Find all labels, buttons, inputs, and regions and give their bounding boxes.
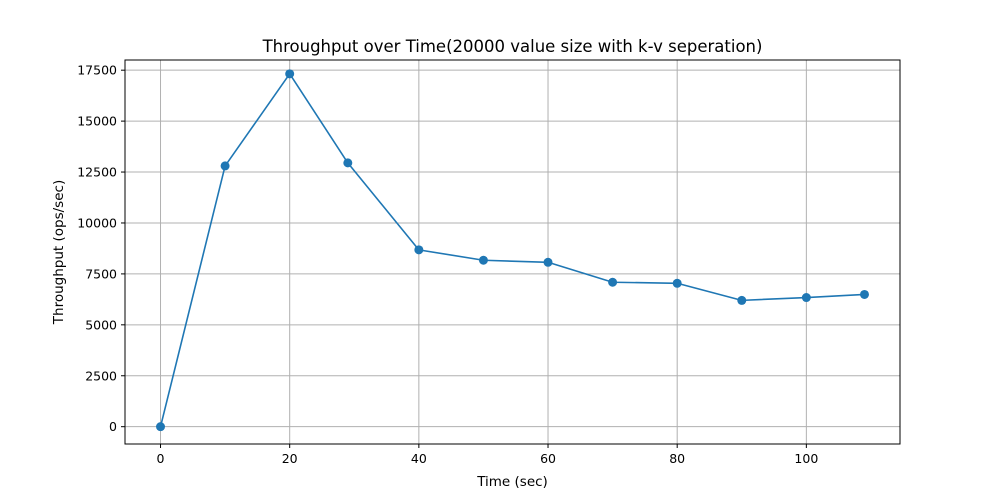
data-point (859, 289, 869, 299)
series-group (156, 69, 869, 432)
data-point (478, 255, 488, 265)
data-point (220, 161, 230, 171)
x-tick-label: 0 (157, 451, 165, 466)
data-point (737, 295, 747, 305)
x-tick-label: 60 (540, 451, 556, 466)
data-point (543, 257, 553, 267)
data-point (343, 158, 353, 168)
data-point (672, 278, 682, 288)
y-tick-label: 7500 (85, 266, 117, 281)
y-tick-label: 2500 (85, 368, 117, 383)
x-tick-label: 100 (794, 451, 818, 466)
data-point (285, 69, 295, 79)
y-tick-label: 0 (109, 419, 117, 434)
data-point (414, 245, 424, 255)
grid-lines (125, 60, 900, 444)
y-tick-label: 12500 (77, 165, 117, 180)
data-point (156, 422, 166, 432)
x-axis-label: Time (sec) (476, 474, 548, 490)
y-tick-label: 17500 (77, 63, 117, 78)
series-line (159, 73, 865, 427)
chart-title: Throughput over Time(20000 value size wi… (262, 37, 763, 56)
axis-ticks: 0 20 40 60 80 100 0 2500 5000 7500 10000 12500 15000… (77, 63, 818, 466)
y-tick-label: 5000 (85, 317, 117, 332)
y-axis-label: Throughput (ops/sec) (51, 180, 67, 325)
y-tick-label: 10000 (77, 215, 117, 230)
plot-area-frame (124, 59, 901, 445)
x-tick-label: 80 (669, 451, 685, 466)
data-point (608, 277, 618, 287)
data-point (801, 293, 811, 303)
x-tick-label: 20 (282, 451, 298, 466)
y-tick-label: 15000 (77, 114, 117, 129)
x-tick-label: 40 (411, 451, 427, 466)
